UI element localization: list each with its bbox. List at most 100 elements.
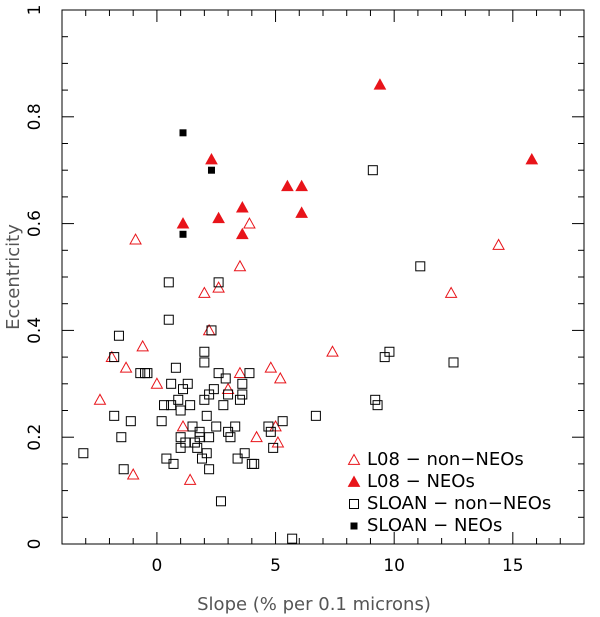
x-axis-title: Slope (% per 0.1 microns) — [197, 594, 431, 615]
data-point — [235, 227, 249, 240]
data-point — [265, 426, 276, 437]
data-point — [223, 426, 234, 437]
data-point — [250, 430, 263, 443]
data-point — [295, 206, 308, 218]
data-point — [182, 378, 193, 389]
x-tick-label: 10 — [383, 556, 405, 576]
y-tick-label: 0.4 — [25, 317, 45, 344]
data-point — [192, 442, 203, 453]
data-point — [201, 410, 212, 421]
data-point — [113, 330, 124, 341]
data-point — [176, 217, 190, 229]
data-point — [235, 201, 249, 213]
data-point — [232, 453, 243, 464]
data-point — [126, 468, 140, 480]
data-point — [150, 377, 164, 389]
x-tick-label: 5 — [270, 556, 281, 576]
data-point — [234, 394, 245, 405]
data-point — [273, 371, 287, 384]
data-point — [179, 230, 187, 238]
y-tick-label: 0.2 — [25, 424, 45, 451]
legend-marker — [347, 475, 361, 487]
y-axis-title: Eccentricity — [3, 224, 24, 330]
y-tick-label: 0.8 — [25, 103, 45, 130]
data-point — [225, 432, 236, 443]
data-point — [194, 432, 205, 443]
data-point — [223, 389, 234, 400]
data-point — [109, 410, 120, 421]
data-point — [166, 400, 177, 411]
data-point — [142, 368, 153, 379]
legend-label: SLOAN − non−NEOs — [367, 493, 551, 514]
data-point — [205, 152, 218, 165]
data-points — [78, 78, 539, 544]
data-point — [156, 416, 167, 427]
data-point — [176, 419, 190, 432]
data-point — [244, 368, 255, 379]
data-point — [246, 458, 257, 469]
data-point — [444, 286, 458, 298]
data-point — [237, 378, 248, 389]
data-point — [218, 400, 229, 411]
data-point — [78, 448, 89, 459]
data-point — [220, 373, 231, 384]
data-point — [211, 421, 222, 432]
data-point — [326, 345, 339, 357]
y-tick-label: 0.6 — [25, 210, 45, 237]
data-point — [207, 166, 215, 174]
legend-label: SLOAN − NEOs — [367, 515, 502, 536]
data-point — [204, 464, 215, 475]
data-point — [161, 453, 172, 464]
data-point — [277, 416, 288, 427]
data-point — [213, 277, 224, 288]
data-point — [118, 464, 129, 475]
data-point — [119, 361, 133, 373]
data-point — [93, 393, 107, 405]
data-point — [129, 233, 142, 245]
data-point — [249, 458, 260, 469]
data-point — [199, 357, 210, 368]
data-point — [233, 366, 247, 379]
data-point — [201, 448, 212, 459]
data-point — [194, 426, 205, 437]
data-point — [187, 421, 198, 432]
data-point — [170, 362, 181, 373]
data-point — [233, 259, 247, 272]
data-point — [185, 400, 196, 411]
data-point — [263, 421, 274, 432]
data-point — [163, 314, 174, 325]
y-axis-ticks: 0 0.2 0.4 0.6 0.8 1 — [25, 5, 584, 550]
data-point — [116, 432, 127, 443]
data-point — [295, 179, 308, 192]
data-point — [183, 473, 197, 485]
x-tick-label: 0 — [151, 556, 162, 576]
x-tick-label: 15 — [502, 556, 524, 576]
data-point — [199, 346, 210, 357]
legend-label: L08 − non−NEOs — [367, 449, 524, 470]
data-point — [268, 442, 279, 453]
data-point — [372, 400, 383, 411]
data-point — [212, 211, 225, 224]
data-point — [173, 394, 184, 405]
x-axis-ticks: 0 5 10 15 — [61, 10, 585, 576]
data-point — [208, 384, 219, 395]
data-point — [175, 442, 186, 453]
data-point — [448, 357, 459, 368]
data-point — [198, 286, 211, 298]
legend-marker — [349, 499, 359, 509]
data-point — [415, 261, 426, 272]
data-point — [287, 533, 298, 544]
data-point — [109, 352, 120, 363]
data-point — [384, 346, 395, 357]
y-tick-label: 0 — [25, 539, 45, 550]
data-point — [243, 217, 256, 229]
y-tick-label: 1 — [25, 5, 45, 16]
data-point — [163, 277, 174, 288]
data-point — [221, 382, 235, 395]
data-point — [166, 378, 177, 389]
data-point — [168, 458, 179, 469]
legend-label: L08 − NEOs — [367, 471, 475, 492]
data-point — [230, 421, 241, 432]
